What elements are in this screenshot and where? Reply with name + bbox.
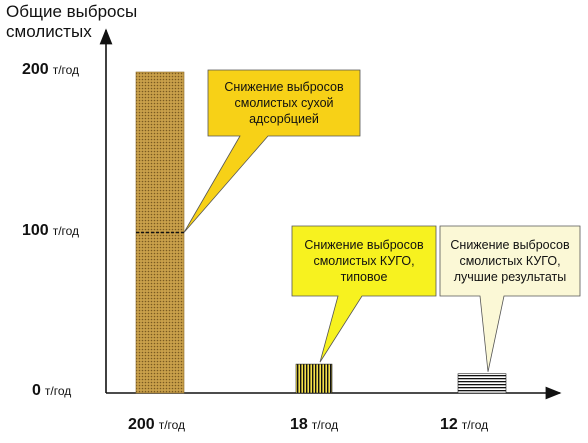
- bar-2: [457, 373, 507, 394]
- x-tick-value: 200: [128, 416, 155, 433]
- callout-text-1: Снижение выбросов смолистых КУГО, типово…: [304, 238, 424, 284]
- y-tick-unit: т/год: [44, 384, 72, 398]
- y-tick-unit: т/год: [52, 63, 80, 77]
- x-tick-unit: т/год: [158, 418, 186, 432]
- y-tick-unit: т/год: [52, 223, 80, 238]
- y-tick-0: 0 т/год: [32, 382, 71, 400]
- callout-text-2: Снижение выбросов смолистых КУГО, лучшие…: [450, 238, 570, 284]
- callout-bubble-1: [291, 225, 437, 363]
- x-tick-unit: т/год: [311, 418, 339, 432]
- x-tick-value: 18: [290, 416, 308, 433]
- bar-1: [295, 363, 333, 394]
- x-tick-0: 200 т/год: [128, 416, 185, 434]
- x-tick-1: 18 т/год: [290, 416, 338, 434]
- y-tick-value: 200: [22, 61, 49, 78]
- callout-bubble-2: [439, 225, 581, 372]
- callouts: [183, 69, 581, 372]
- x-tick-unit: т/год: [461, 418, 489, 432]
- y-tick-value: 0: [32, 382, 41, 399]
- y-tick-value: 100: [22, 221, 49, 239]
- bars: [135, 71, 507, 394]
- y-axis-title: Общие выбросы смолистых: [6, 2, 138, 41]
- callout-text-0: Снижение выбросов смолистых сухой адсорб…: [224, 80, 344, 126]
- x-tick-2: 12 т/год: [440, 416, 488, 434]
- callout-bubble-0: [183, 69, 361, 233]
- y-tick-200: 200 т/год: [22, 61, 79, 79]
- x-tick-value: 12: [440, 416, 458, 433]
- y-tick-100: 100 т/год: [22, 222, 79, 240]
